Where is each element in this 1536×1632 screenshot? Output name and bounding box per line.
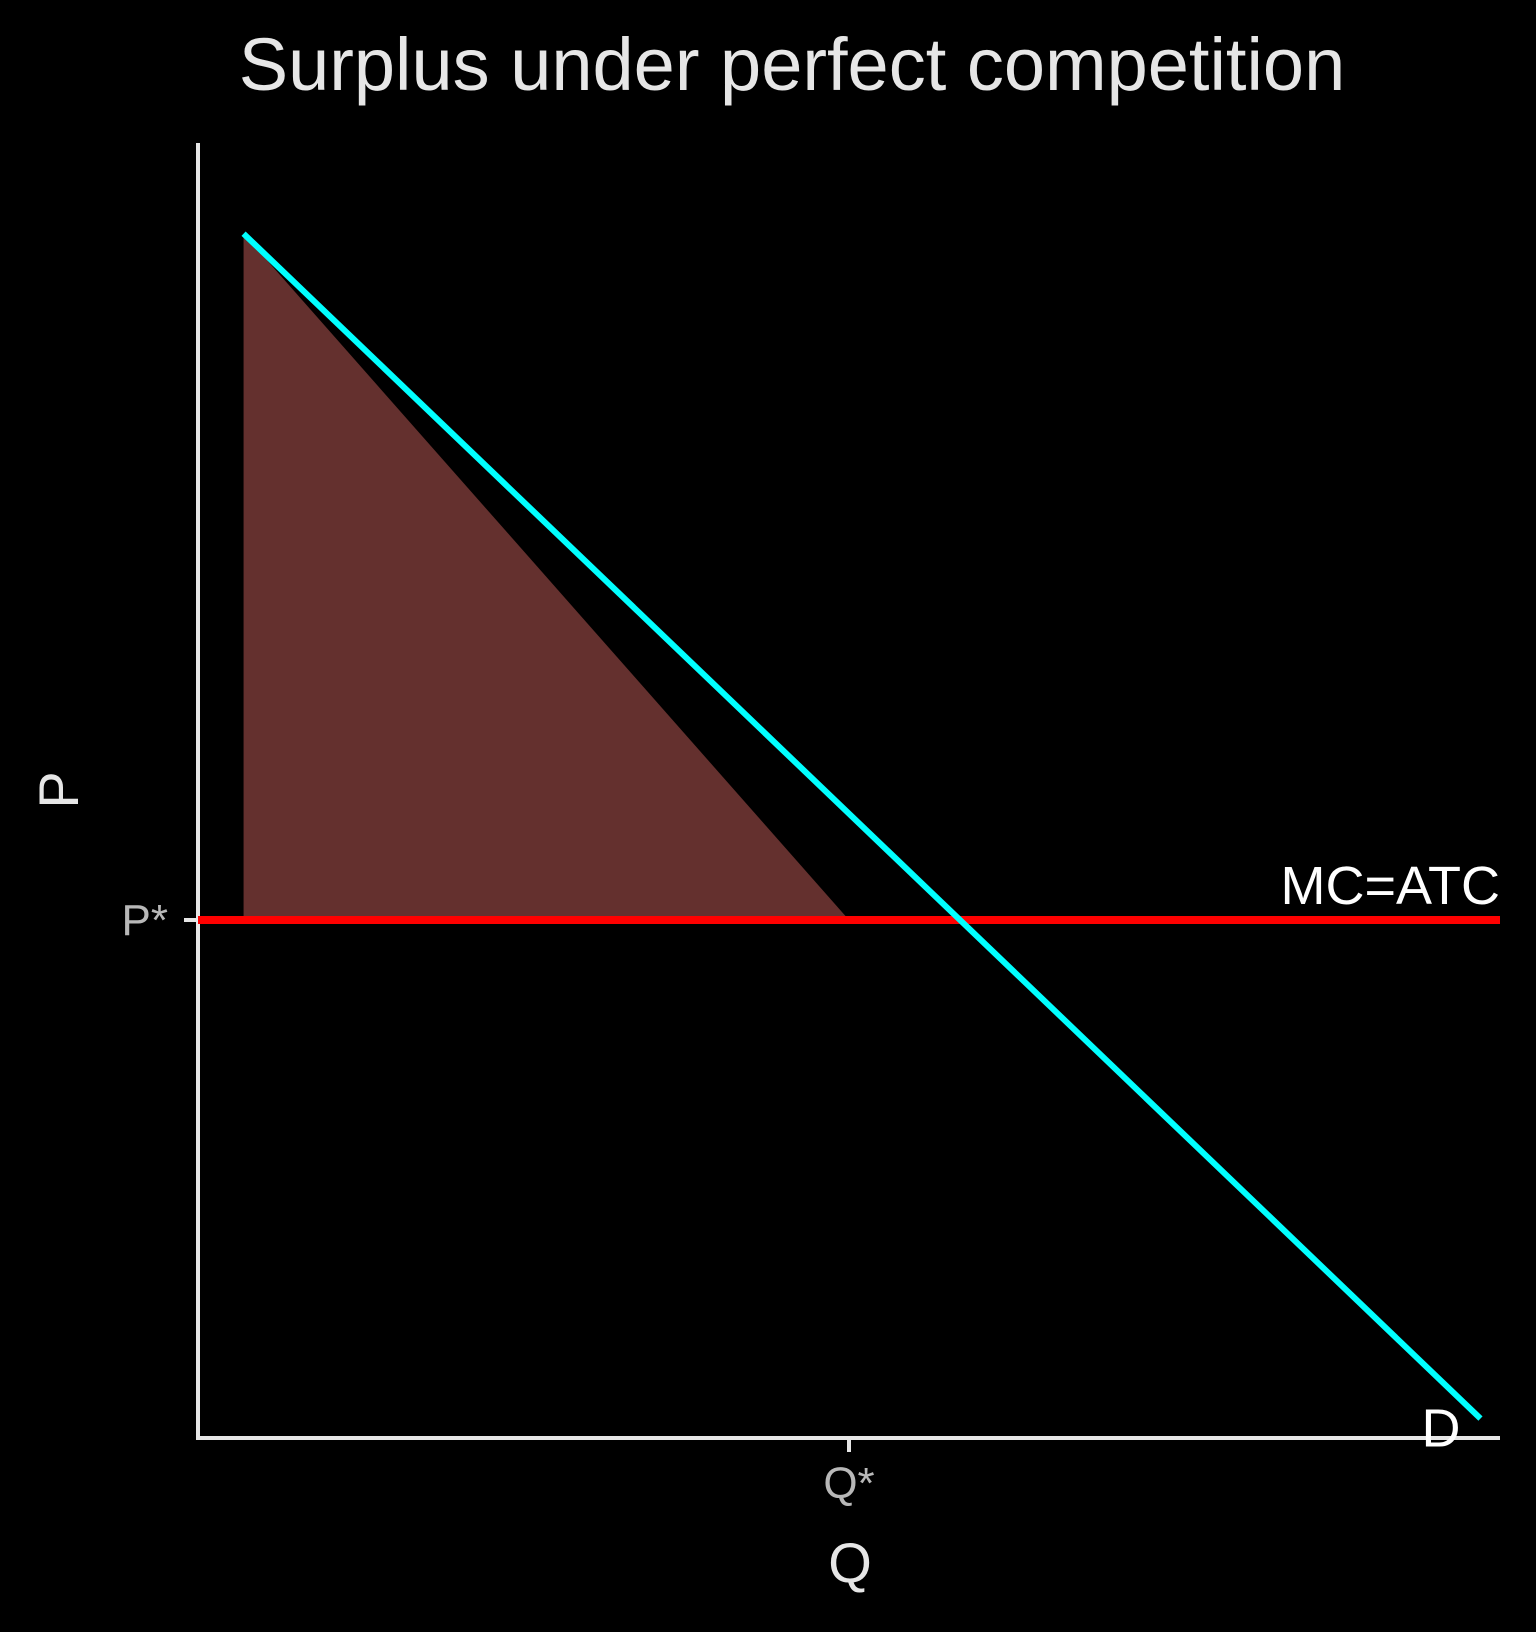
chart-title: Surplus under perfect competition [239,23,1346,106]
surplus-area [243,233,849,920]
x-axis-title: Q [828,1531,872,1594]
y-axis-title: P [27,771,90,808]
x-tick-label: Q* [823,1459,874,1508]
y-tick-label: P* [122,896,168,945]
plot-area: Q* P* D MC=ATC [122,143,1500,1508]
demand-curve-label: D [1421,1399,1460,1459]
mc-atc-label: MC=ATC [1280,856,1500,916]
demand-curve [241,231,1483,1421]
